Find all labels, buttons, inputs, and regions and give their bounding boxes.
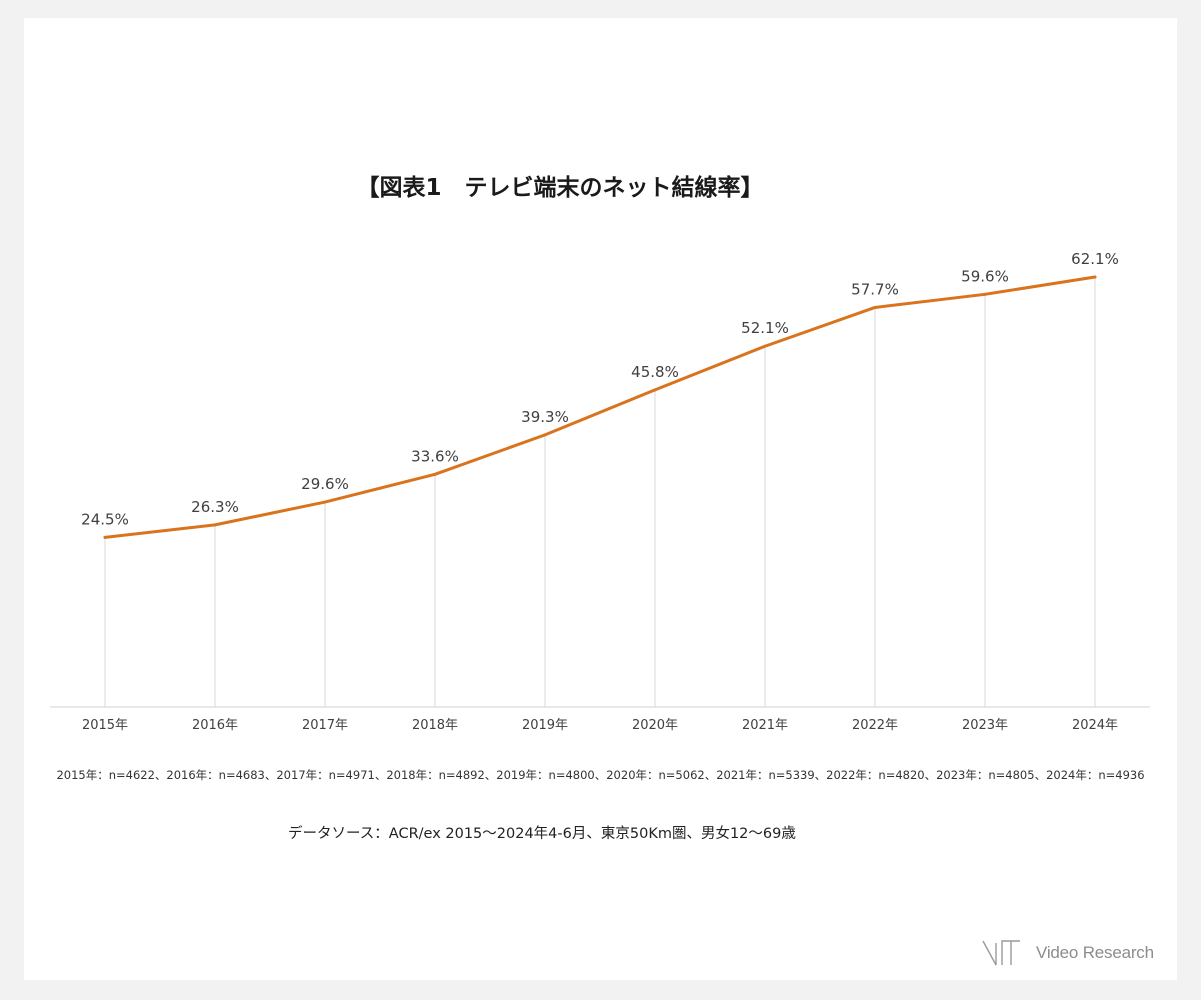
x-tick-label-7: 2022年 — [852, 718, 898, 733]
data-label-7: 57.7% — [851, 280, 899, 298]
data-point-8 — [983, 292, 987, 296]
data-source-note: データソース：ACR/ex 2015～2024年4-6月、東京50Km圏、男女1… — [288, 826, 796, 842]
x-tick-label-4: 2019年 — [522, 718, 568, 733]
video-research-logo-mark-icon — [982, 940, 1020, 966]
x-tick-label-3: 2018年 — [412, 718, 458, 733]
data-point-1 — [213, 523, 217, 527]
data-labels: 24.5% 26.3% 29.6% 33.6% 39.3% 45.8% 52.1% 57.7%… — [81, 250, 1119, 528]
data-label-4: 39.3% — [521, 408, 569, 426]
data-point-9 — [1093, 275, 1097, 279]
x-tick-label-6: 2021年 — [742, 718, 788, 733]
x-tick-label-9: 2024年 — [1072, 718, 1118, 733]
series-line — [103, 275, 1097, 539]
data-point-6 — [763, 344, 767, 348]
drop-lines — [104, 277, 1096, 707]
series-lines — [103, 275, 1097, 539]
x-tick-label-2: 2017年 — [302, 718, 348, 733]
data-point-5 — [653, 388, 657, 392]
chart-title: 【図表1 テレビ端末のネット結線率】 — [356, 175, 764, 201]
data-label-1: 26.3% — [191, 498, 239, 516]
data-label-8: 59.6% — [961, 267, 1009, 285]
data-point-2 — [323, 500, 327, 504]
data-point-3 — [433, 472, 437, 476]
data-label-3: 33.6% — [411, 447, 459, 465]
data-label-5: 45.8% — [631, 363, 679, 381]
x-tick-labels: 2015年 2016年 2017年 2018年 2019年 2020年 2021年 2022年… — [82, 718, 1118, 733]
data-point-7 — [873, 305, 877, 309]
data-label-2: 29.6% — [301, 475, 349, 493]
sample-size-note: 2015年：n=4622、2016年：n=4683、2017年：n=4971、2… — [56, 768, 1145, 782]
x-tick-label-8: 2023年 — [962, 718, 1008, 733]
logo-text: Video Research — [1036, 943, 1154, 962]
x-tick-label-0: 2015年 — [82, 718, 128, 733]
data-label-6: 52.1% — [741, 319, 789, 337]
x-tick-label-5: 2020年 — [632, 718, 678, 733]
video-research-logo: Video Research — [980, 936, 1154, 970]
data-label-0: 24.5% — [81, 510, 129, 528]
data-point-0 — [103, 535, 107, 539]
x-tick-label-1: 2016年 — [192, 718, 238, 733]
data-label-9: 62.1% — [1071, 250, 1119, 268]
data-point-4 — [543, 433, 547, 437]
